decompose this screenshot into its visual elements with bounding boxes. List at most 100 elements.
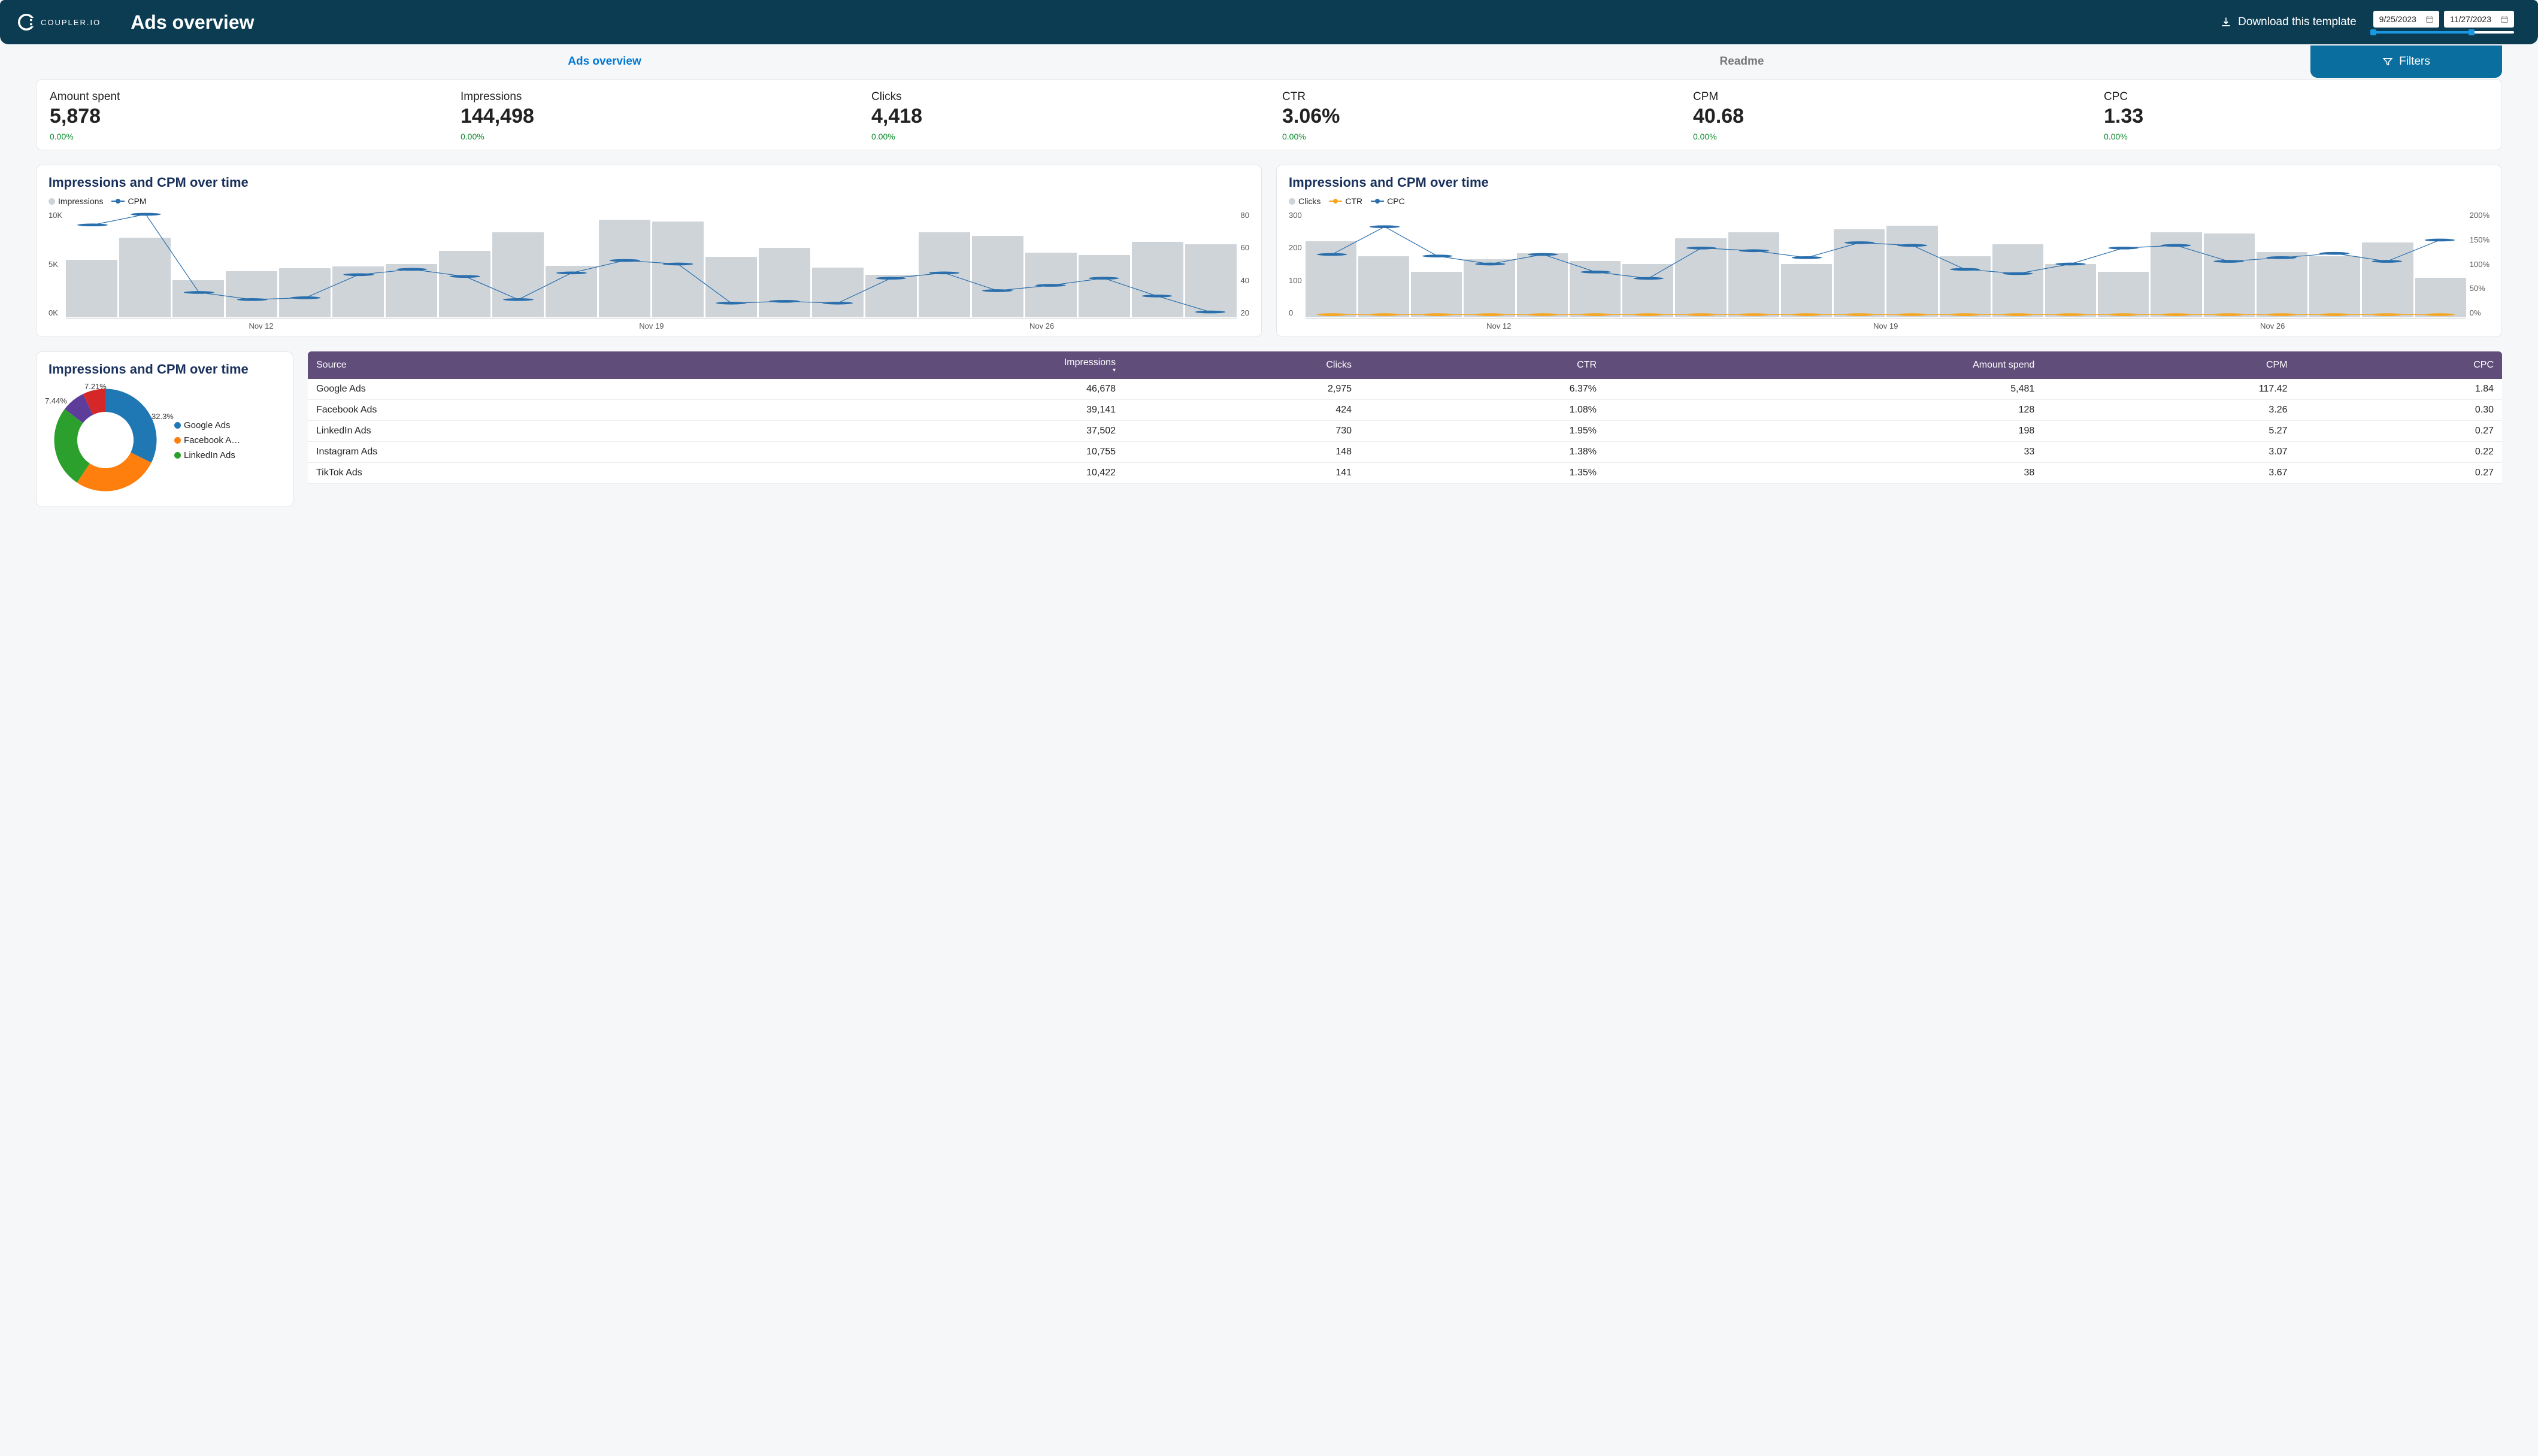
table-cell: 141	[1124, 463, 1360, 484]
table-row[interactable]: Instagram Ads10,7551481.38%333.070.22	[308, 442, 2502, 463]
table-cell: 10,755	[743, 442, 1124, 463]
kpi-delta: 0.00%	[1282, 132, 1667, 141]
kpi-card: Amount spent5,8780.00%Impressions144,498…	[36, 79, 2502, 150]
kpi-impressions: Impressions144,4980.00%	[447, 90, 858, 141]
axis-tick: 0	[1289, 308, 1302, 317]
filter-icon	[2382, 56, 2393, 67]
chart-title: Impressions and CPM over time	[1289, 175, 2489, 190]
table-row[interactable]: TikTok Ads10,4221411.35%383.670.27	[308, 463, 2502, 484]
kpi-value: 5,878	[50, 105, 434, 128]
date-to-value: 11/27/2023	[2450, 14, 2491, 24]
tab-row: Ads overviewReadme Filters	[0, 44, 2538, 79]
table-row[interactable]: Google Ads46,6782,9756.37%5,481117.421.8…	[308, 379, 2502, 400]
legend-item: Clicks	[1289, 196, 1321, 206]
filters-button[interactable]: Filters	[2310, 46, 2502, 78]
table-card: SourceImpressions▾ClicksCTRAmount spendC…	[308, 351, 2502, 507]
kpi-delta: 0.00%	[2104, 132, 2488, 141]
axis-tick: Nov 26	[1029, 321, 1054, 330]
table-cell: 37,502	[743, 421, 1124, 442]
col-cpm[interactable]: CPM	[2043, 351, 2295, 379]
table-cell: TikTok Ads	[308, 463, 743, 484]
legend-item: CTR	[1329, 196, 1362, 206]
kpi-amount-spent: Amount spent5,878 0.00%	[37, 90, 447, 141]
tab-ads-overview[interactable]: Ads overview	[36, 44, 1173, 79]
col-impressions[interactable]: Impressions▾	[743, 351, 1124, 379]
bottom-row: Impressions and CPM over time 7.21%7.44%…	[36, 351, 2502, 507]
kpi-value: 4,418	[871, 105, 1256, 128]
date-range-picker[interactable]: 9/25/2023 11/27/2023	[2373, 11, 2514, 34]
content: Amount spent5,8780.00%Impressions144,498…	[0, 79, 2538, 519]
axis-tick: 20	[1241, 308, 1249, 317]
slider-fill	[2373, 31, 2472, 34]
kpi-label: CTR	[1282, 90, 1667, 104]
axis-tick: 50%	[2470, 284, 2489, 293]
donut-body: 7.21%7.44%32.3% Google Ads Facebook A… Lin…	[49, 383, 281, 497]
table-row[interactable]: LinkedIn Ads37,5027301.95%1985.270.27	[308, 421, 2502, 442]
axis-tick: 0K	[49, 308, 62, 317]
kpi-label: Amount spent	[50, 90, 434, 104]
slider-thumb-end[interactable]	[2469, 29, 2475, 35]
table-cell: 3.67	[2043, 463, 2295, 484]
filters-label: Filters	[2399, 55, 2430, 68]
slider-thumb-start[interactable]	[2370, 29, 2376, 35]
table-cell: 117.42	[2043, 379, 2295, 400]
line-layer	[66, 211, 1237, 317]
col-ctr[interactable]: CTR	[1360, 351, 1605, 379]
table-cell: 1.08%	[1360, 400, 1605, 421]
kpi-value: 40.68	[1693, 105, 2077, 128]
date-from-input[interactable]: 9/25/2023	[2373, 11, 2439, 28]
kpi-value: 3.06%	[1282, 105, 1667, 128]
brand-logo: COUPLER.IO	[18, 14, 101, 31]
legend-item: LinkedIn Ads	[174, 450, 240, 460]
donut-card: Impressions and CPM over time 7.21%7.44%…	[36, 351, 293, 507]
y-axis-right: 80604020	[1237, 211, 1249, 330]
chart-legend: ClicksCTRCPC	[1289, 196, 2489, 206]
table-cell: 1.95%	[1360, 421, 1605, 442]
donut-chart: 7.21%7.44%32.3%	[49, 383, 162, 497]
table-cell: 3.07	[2043, 442, 2295, 463]
col-clicks[interactable]: Clicks	[1124, 351, 1360, 379]
kpi-value: 1.33	[2104, 105, 2488, 128]
plot-area: Nov 12Nov 19Nov 26	[66, 211, 1237, 330]
kpi-delta: 0.00%	[50, 132, 434, 141]
table-cell: 1.38%	[1360, 442, 1605, 463]
table-cell: 5.27	[2043, 421, 2295, 442]
table-row[interactable]: Facebook Ads39,1414241.08%1283.260.30	[308, 400, 2502, 421]
legend-item: Facebook A…	[174, 435, 240, 445]
kpi-label: Impressions	[461, 90, 845, 104]
col-source[interactable]: Source	[308, 351, 743, 379]
table-cell: 6.37%	[1360, 379, 1605, 400]
donut-callout: 7.44%	[45, 396, 67, 405]
download-template-link[interactable]: Download this template	[2220, 16, 2357, 29]
x-axis: Nov 12Nov 19Nov 26	[66, 318, 1237, 330]
y-axis-left: 3002001000	[1289, 211, 1306, 330]
kpi-label: CPM	[1693, 90, 2077, 104]
date-to-input[interactable]: 11/27/2023	[2444, 11, 2514, 28]
y-axis-left: 10K5K0K	[49, 211, 66, 330]
legend-item: Google Ads	[174, 420, 240, 430]
table-cell: 198	[1605, 421, 2043, 442]
kpi-delta: 0.00%	[1693, 132, 2077, 141]
axis-tick: 40	[1241, 276, 1249, 285]
kpi-delta: 0.00%	[461, 132, 845, 141]
chart-body: 10K5K0K Nov 12Nov 19Nov 26 80604020	[49, 211, 1249, 330]
axis-tick: 200%	[2470, 211, 2489, 220]
col-cpc[interactable]: CPC	[2296, 351, 2502, 379]
axis-tick: 300	[1289, 211, 1302, 220]
calendar-icon	[2501, 16, 2508, 23]
table-cell: 5,481	[1605, 379, 2043, 400]
chart-legend: ImpressionsCPM	[49, 196, 1249, 206]
col-amount-spend[interactable]: Amount spend	[1605, 351, 2043, 379]
kpi-label: CPC	[2104, 90, 2488, 104]
donut-callout: 32.3%	[152, 412, 174, 421]
page-title: Ads overview	[131, 11, 254, 34]
table-header-row: SourceImpressions▾ClicksCTRAmount spendC…	[308, 351, 2502, 379]
legend-item: Impressions	[49, 196, 103, 206]
chart-title: Impressions and CPM over time	[49, 362, 281, 377]
table-cell: 1.35%	[1360, 463, 1605, 484]
tab-readme[interactable]: Readme	[1173, 44, 2310, 79]
y-axis-right: 200%150%100%50%0%	[2466, 211, 2489, 330]
date-range-slider[interactable]	[2373, 31, 2514, 34]
brand-name: COUPLER.IO	[41, 18, 101, 27]
axis-tick: 100%	[2470, 260, 2489, 269]
